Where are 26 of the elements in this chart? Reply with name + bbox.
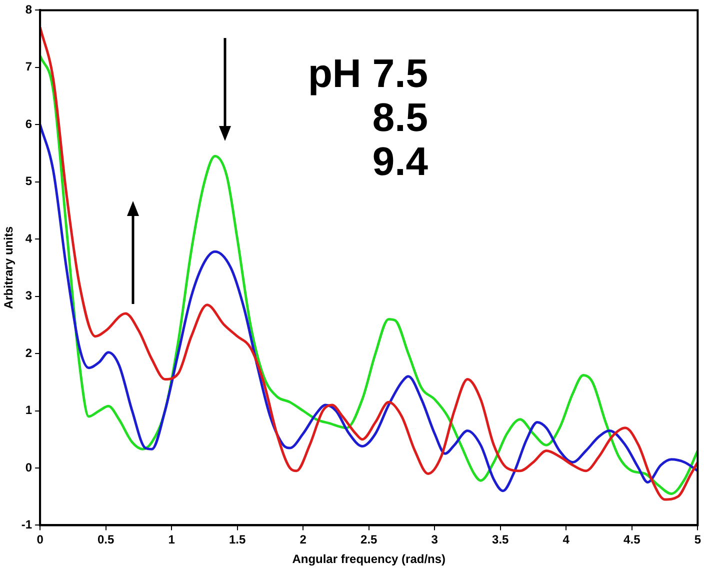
x-tick-label: 1.5 [229,532,246,547]
y-axis-title: Arbitrary units [2,226,16,310]
x-tick-label: 3 [431,532,438,547]
annotation: pH 7.5 [306,52,428,96]
y-tick-label: 6 [25,116,32,131]
x-tick-label: 2 [300,532,307,547]
y-tick-label: 2 [25,346,32,360]
y-tick-label: 8 [25,2,32,17]
annotation: 8.5 [371,96,428,140]
x-tick-label: 0 [36,532,44,547]
x-tick-label: 4.5 [624,532,641,547]
y-tick-label: 3 [25,288,32,303]
y-tick-label: 0 [25,460,32,474]
y-tick-label: 7 [25,60,32,74]
x-tick-label: 1 [168,532,176,547]
annotation: 9.4 [371,140,428,184]
x-axis-title: Angular frequency (rad/ns) [292,552,446,566]
x-tick-label: 2.5 [360,532,378,547]
y-tick-label: 1 [25,403,32,418]
y-tick-label: 4 [25,231,32,246]
x-tick-label: 4 [562,532,570,547]
x-tick-label: 5 [694,532,702,547]
y-tick-label: 5 [25,174,32,188]
x-tick-label: 3.5 [492,532,510,547]
x-tick-label: 0.5 [97,532,114,547]
y-tick-label: -1 [21,518,32,532]
